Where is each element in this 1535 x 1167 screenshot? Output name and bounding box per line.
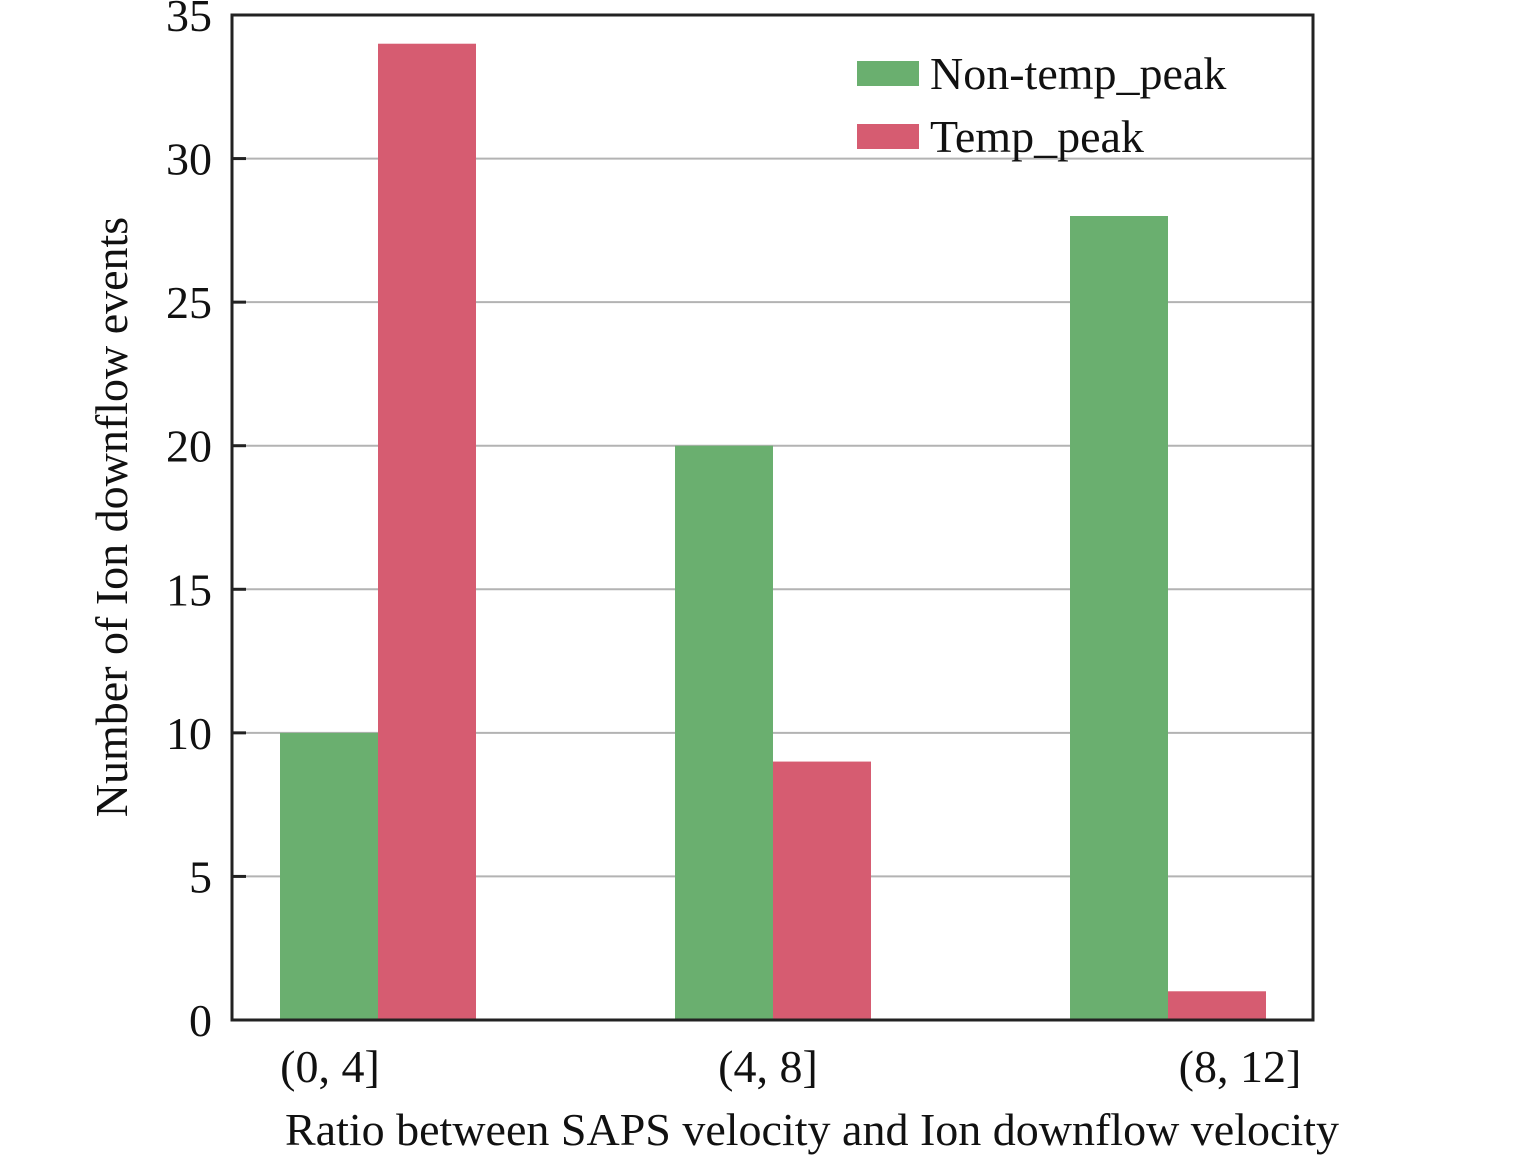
- y-tick-label-25: 25: [166, 277, 212, 328]
- bar-temp-peak-0: [378, 43, 476, 1020]
- bar-non-temp-peak-0: [280, 732, 378, 1020]
- x-axis-ticks: (0, 4] (4, 8] (8, 12]: [280, 1041, 1301, 1092]
- y-tick-label-35: 35: [166, 0, 212, 41]
- y-tick-label-5: 5: [189, 851, 212, 902]
- legend-swatch-non-temp-peak: [857, 61, 919, 86]
- x-tick-label-1: (4, 8]: [718, 1041, 818, 1092]
- legend-label-temp-peak: Temp_peak: [930, 111, 1144, 162]
- bar-temp-peak-1: [773, 761, 871, 1020]
- y-axis-ticks: 0 5 10 15 20 25 30 35: [166, 0, 246, 1046]
- legend-label-non-temp-peak: Non-temp_peak: [930, 48, 1226, 99]
- x-tick-label-2: (8, 12]: [1179, 1041, 1302, 1092]
- bar-temp-peak-2: [1168, 991, 1266, 1020]
- legend: Non-temp_peak Temp_peak: [857, 48, 1226, 162]
- y-axis-title: Number of Ion downflow events: [86, 217, 137, 817]
- y-tick-label-15: 15: [166, 564, 212, 615]
- y-tick-label-0: 0: [189, 995, 212, 1046]
- y-tick-label-30: 30: [166, 134, 212, 185]
- legend-swatch-temp-peak: [857, 124, 919, 149]
- bar-non-temp-peak-1: [675, 445, 773, 1020]
- plot-frame: [230, 13, 1315, 1022]
- x-axis-title: Ratio between SAPS velocity and Ion down…: [285, 1104, 1339, 1155]
- bars: [280, 43, 1266, 1020]
- y-tick-label-20: 20: [166, 421, 212, 472]
- bar-non-temp-peak-2: [1070, 216, 1168, 1020]
- y-tick-label-10: 10: [166, 708, 212, 759]
- x-tick-label-0: (0, 4]: [280, 1041, 380, 1092]
